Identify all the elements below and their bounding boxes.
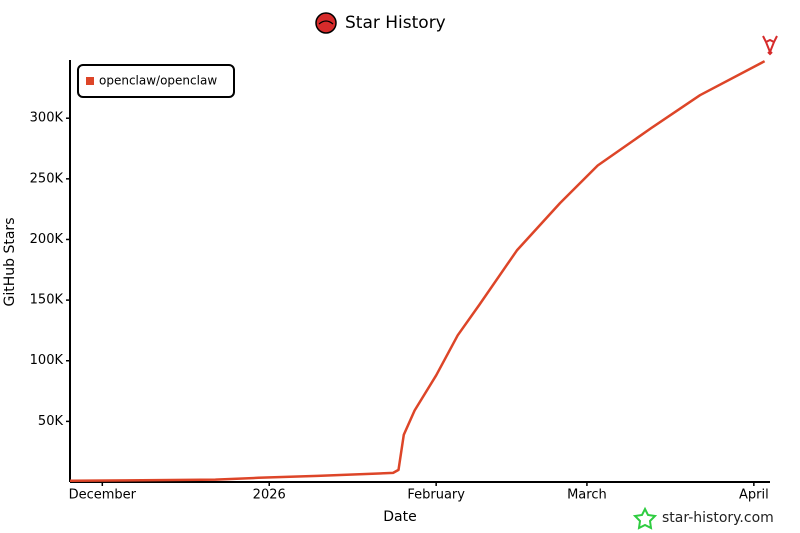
series-line xyxy=(69,60,766,483)
y-tick-label: 50K xyxy=(38,414,64,429)
y-tick-label: 100K xyxy=(30,353,64,368)
x-tick-label: December xyxy=(69,488,137,503)
watermark-icon xyxy=(632,506,658,530)
logo xyxy=(315,12,337,34)
legend-label: openclaw/openclaw xyxy=(99,74,217,88)
y-tick-label: 250K xyxy=(30,171,64,186)
y-tick-label: 300K xyxy=(30,111,64,126)
chart-title: Star History xyxy=(345,13,446,33)
legend: openclaw/openclaw xyxy=(77,64,235,98)
watermark: star-history.com xyxy=(662,510,774,526)
x-tick-label: 2026 xyxy=(253,488,286,503)
y-tick-label: 150K xyxy=(30,293,64,308)
x-tick-label: April xyxy=(739,488,769,503)
y-tick-label: 200K xyxy=(30,232,64,247)
x-tick-label: February xyxy=(407,488,465,503)
x-axis-title: Date xyxy=(383,509,416,525)
y-axis-title: GitHub Stars xyxy=(2,218,18,307)
x-tick-label: March xyxy=(567,488,607,503)
lobster-icon xyxy=(762,35,778,56)
legend-box xyxy=(77,64,235,98)
legend-swatch xyxy=(86,77,94,85)
